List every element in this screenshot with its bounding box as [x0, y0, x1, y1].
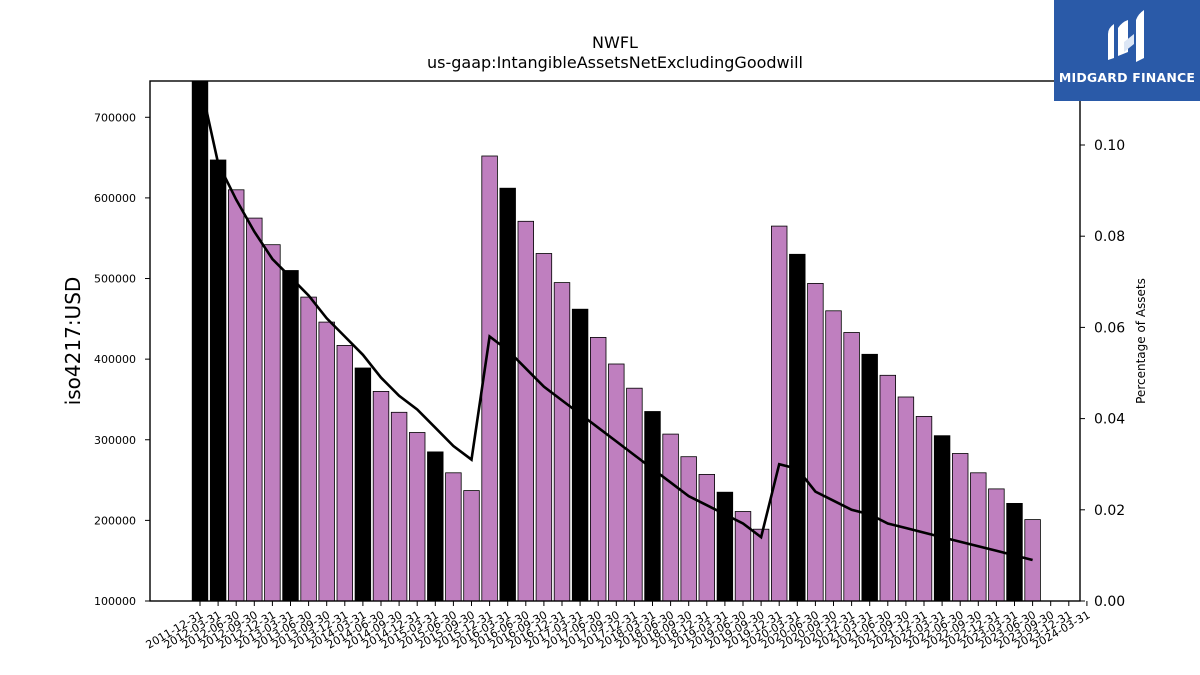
logo-text: MIDGARD FINANCE	[1058, 70, 1196, 85]
y2-tick-label: 0.08	[1094, 229, 1125, 245]
y-tick-label: 100000	[94, 595, 136, 608]
bar	[246, 217, 263, 602]
logo-mark-icon	[1108, 10, 1144, 62]
y-tick-label: 700000	[94, 111, 136, 124]
bar	[608, 363, 625, 602]
bar	[336, 344, 354, 602]
bar	[698, 473, 716, 602]
line-group	[198, 80, 1033, 562]
bar	[264, 244, 281, 602]
bar	[517, 220, 535, 602]
bar	[843, 332, 860, 602]
bar	[209, 159, 227, 602]
bar	[680, 456, 697, 602]
y2-axis-ticks: 0.00 0.02 0.04 0.06 0.08 0.10	[1080, 138, 1125, 610]
y-axis-ticks: 100000 200000 300000 400000 500000 600000 7000…	[94, 111, 150, 608]
bar	[427, 451, 444, 602]
bar	[553, 282, 571, 602]
bar	[590, 336, 607, 602]
bar	[390, 411, 408, 602]
bar	[408, 432, 426, 602]
bar	[879, 374, 897, 602]
bar	[861, 353, 878, 602]
y2-tick-label: 0.04	[1094, 412, 1125, 428]
y-tick-label: 300000	[94, 434, 136, 447]
bar	[933, 435, 951, 602]
bar	[915, 415, 933, 602]
chart-title: NWFL	[592, 33, 638, 52]
x-axis-ticks: 2011-12-312012-03-312012-06-302012-09-30…	[144, 601, 1092, 652]
bar-group	[191, 80, 1041, 602]
bar	[752, 528, 770, 602]
y-tick-label: 500000	[94, 273, 136, 286]
bar	[300, 296, 317, 602]
bar	[807, 282, 824, 602]
bar	[988, 488, 1005, 602]
bar	[626, 387, 643, 602]
y-axis-label: iso4217:USD	[61, 277, 85, 406]
y2-tick-label: 0.02	[1094, 503, 1125, 519]
bar	[970, 472, 987, 602]
y2-axis-label: Percentage of Assets	[1134, 278, 1148, 404]
bar	[535, 253, 553, 602]
bar	[644, 411, 661, 602]
bar	[1024, 519, 1041, 602]
bar	[571, 308, 589, 602]
bar	[318, 321, 335, 602]
bar	[191, 80, 209, 602]
bar	[354, 367, 372, 602]
bar	[445, 472, 462, 602]
y-tick-label: 600000	[94, 192, 136, 205]
bar	[227, 189, 245, 602]
y-tick-label: 200000	[94, 514, 136, 527]
bar	[716, 491, 734, 602]
plot-frame	[149, 80, 1081, 602]
bar	[372, 390, 390, 602]
y2-tick-label: 0.10	[1094, 138, 1125, 154]
bar	[952, 453, 969, 602]
y-tick-label: 400000	[94, 353, 136, 366]
bar	[789, 253, 806, 602]
chart-subtitle: us-gaap:IntangibleAssetsNetExcludingGood…	[427, 53, 803, 72]
bar	[463, 490, 480, 602]
y2-tick-label: 0.06	[1094, 320, 1125, 336]
bar	[282, 270, 299, 602]
y2-tick-label: 0.00	[1094, 594, 1125, 610]
bar	[897, 396, 915, 602]
bar	[499, 187, 516, 602]
brand-logo: MIDGARD FINANCE	[1054, 0, 1200, 101]
percentage-line	[198, 80, 1033, 562]
bar	[771, 225, 788, 602]
bar	[1006, 502, 1023, 602]
bar	[825, 310, 842, 602]
bar	[662, 433, 679, 602]
